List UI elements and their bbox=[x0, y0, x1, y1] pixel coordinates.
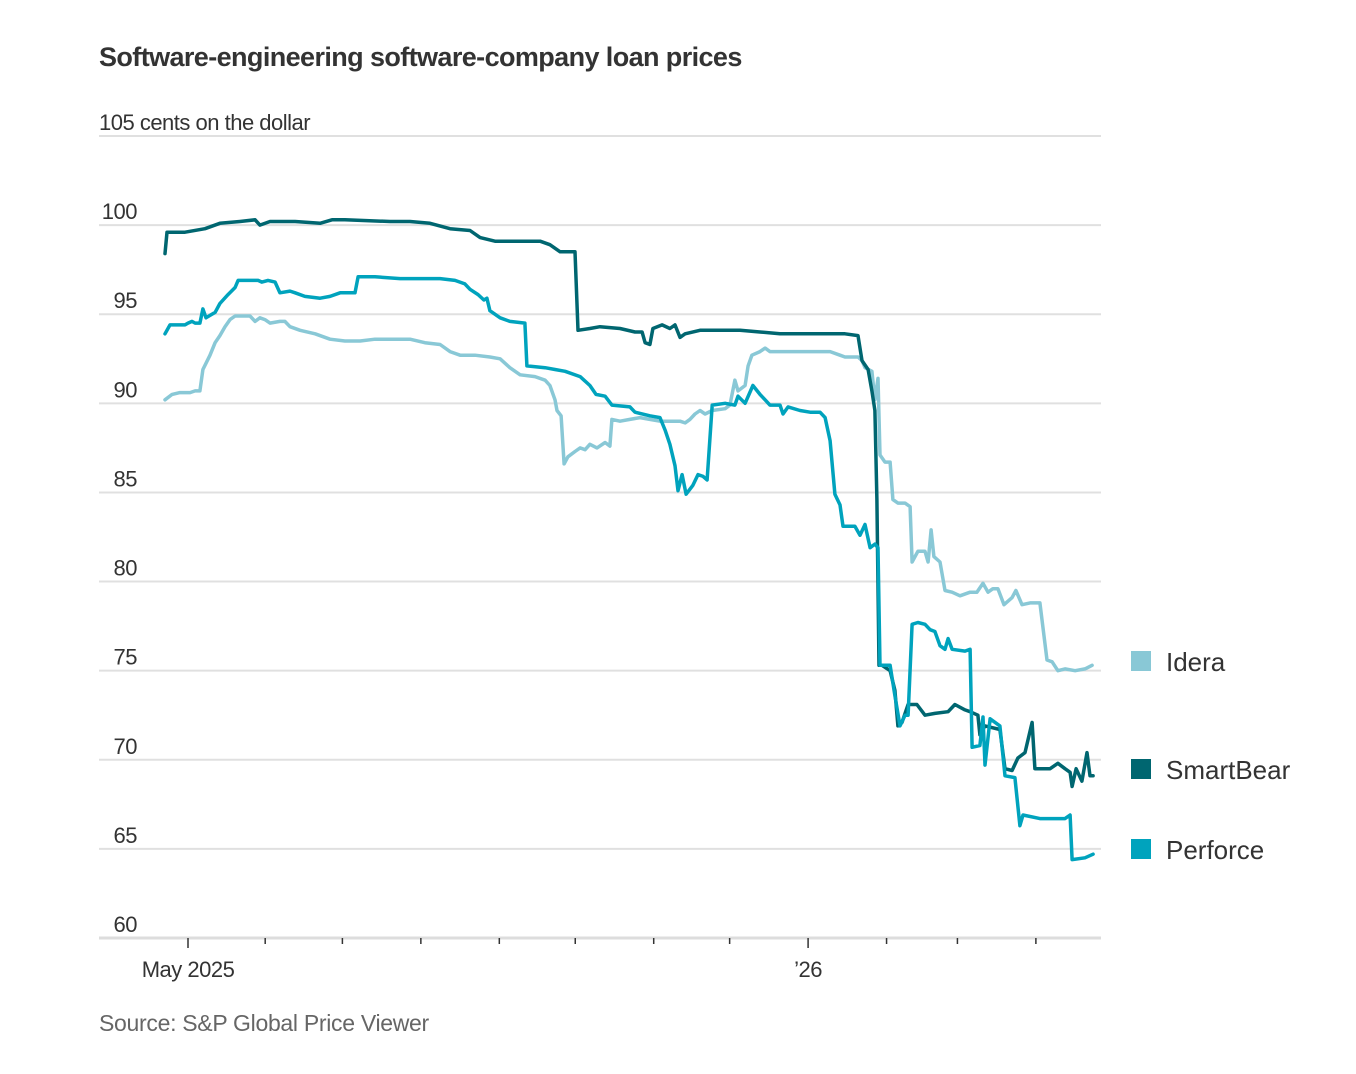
y-tick-label: 85 bbox=[114, 466, 138, 491]
legend-item-idera: Idera bbox=[1131, 647, 1226, 677]
legend-label: Perforce bbox=[1166, 835, 1264, 865]
y-tick-label: 105 cents on the dollar bbox=[99, 110, 310, 135]
series-idera bbox=[163, 314, 1094, 673]
series-line-perforce bbox=[163, 275, 1095, 862]
legend-swatch bbox=[1131, 759, 1151, 779]
legend-swatch bbox=[1131, 839, 1151, 859]
series-smartbear bbox=[163, 218, 1095, 789]
y-tick-label: 100 bbox=[102, 199, 137, 224]
legend-item-smartbear: SmartBear bbox=[1131, 755, 1291, 785]
y-tick-label: 60 bbox=[114, 912, 138, 937]
y-tick-label: 75 bbox=[114, 645, 138, 670]
y-axis-labels: 105 cents on the dollar 100 95 90 85 80 75 70 65… bbox=[99, 110, 311, 937]
x-tick-label: ’26 bbox=[794, 957, 822, 982]
x-axis: May 2025 ’26 bbox=[142, 938, 1037, 982]
legend-label: Idera bbox=[1166, 647, 1226, 677]
y-tick-label: 90 bbox=[114, 377, 138, 402]
series-lines bbox=[163, 218, 1095, 862]
series-line-idera bbox=[163, 314, 1094, 673]
legend-swatch bbox=[1131, 651, 1151, 671]
legend-item-perforce: Perforce bbox=[1131, 835, 1264, 865]
y-tick-label: 95 bbox=[114, 288, 138, 313]
y-tick-label: 65 bbox=[114, 823, 138, 848]
source-note: Source: S&P Global Price Viewer bbox=[99, 1010, 429, 1036]
legend: Idera SmartBear Perforce bbox=[1131, 647, 1291, 865]
gridlines bbox=[99, 135, 1101, 940]
series-line-smartbear bbox=[163, 218, 1095, 789]
y-tick-label: 70 bbox=[114, 734, 138, 759]
x-tick-label: May 2025 bbox=[142, 957, 235, 982]
legend-label: SmartBear bbox=[1166, 755, 1291, 785]
y-tick-label: 80 bbox=[114, 556, 138, 581]
chart-title: Software-engineering software-company lo… bbox=[99, 42, 742, 72]
series-perforce bbox=[163, 275, 1095, 862]
